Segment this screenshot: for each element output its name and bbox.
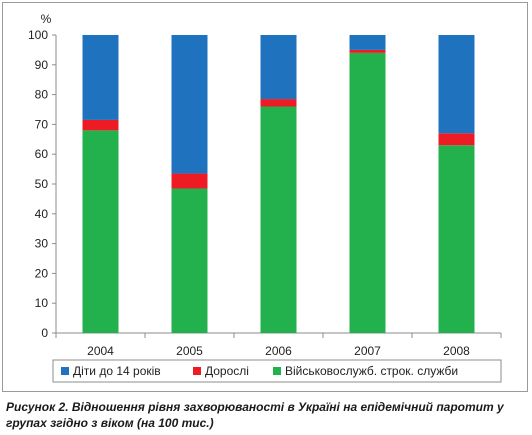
x-tick-label: 2004: [87, 344, 114, 358]
y-tick-label: 10: [35, 296, 49, 310]
legend-swatch: [61, 367, 69, 375]
bar-segment: [260, 99, 297, 107]
figure-caption: Рисунок 2. Відношення рівня захворюванос…: [6, 400, 504, 430]
legend-label: Дорослі: [205, 364, 249, 378]
bar-segment: [260, 106, 297, 334]
bar-segment: [260, 35, 297, 100]
y-tick-label: 80: [35, 88, 49, 102]
legend-swatch: [193, 367, 201, 375]
bar-segment: [82, 130, 119, 333]
y-tick-label: 30: [35, 237, 49, 251]
bar-segment: [349, 52, 386, 333]
x-tick-label: 2008: [443, 344, 470, 358]
x-tick-label: 2007: [354, 344, 381, 358]
chart-svg: 0 10 20 30 40 50 60 70 80 90 100% 2004 2005 2006 2007 2…: [28, 12, 502, 383]
y-unit-label: %: [41, 12, 52, 26]
y-tick-label: 20: [35, 266, 49, 280]
y-tick-label: 70: [35, 117, 49, 131]
bar-segment: [171, 173, 208, 189]
y-tick-label: 100: [28, 28, 48, 42]
y-tick-label: 40: [35, 207, 49, 221]
bar-segment: [438, 35, 475, 134]
bar-segment: [82, 35, 119, 120]
y-tick-label: 60: [35, 147, 49, 161]
bar-segment: [171, 35, 208, 174]
x-tick-label: 2005: [176, 344, 203, 358]
bar-segment: [438, 133, 475, 146]
chart-frame: 0 10 20 30 40 50 60 70 80 90 100% 2004 2005 2006 2007 2…: [2, 2, 528, 392]
y-tick-label: 90: [35, 58, 49, 72]
y-tick-label: 50: [35, 177, 49, 191]
bar-segment: [349, 49, 386, 53]
legend-label: Діти до 14 років: [73, 364, 161, 378]
bar-segment: [349, 35, 386, 50]
x-tick-label: 2006: [265, 344, 292, 358]
bar-segment: [171, 188, 208, 333]
bar-segment: [438, 145, 475, 333]
y-tick-label: 0: [41, 326, 48, 340]
legend-swatch: [273, 367, 281, 375]
legend-label: Військовослужб. строк. служби: [285, 364, 458, 378]
bar-segment: [82, 119, 119, 131]
